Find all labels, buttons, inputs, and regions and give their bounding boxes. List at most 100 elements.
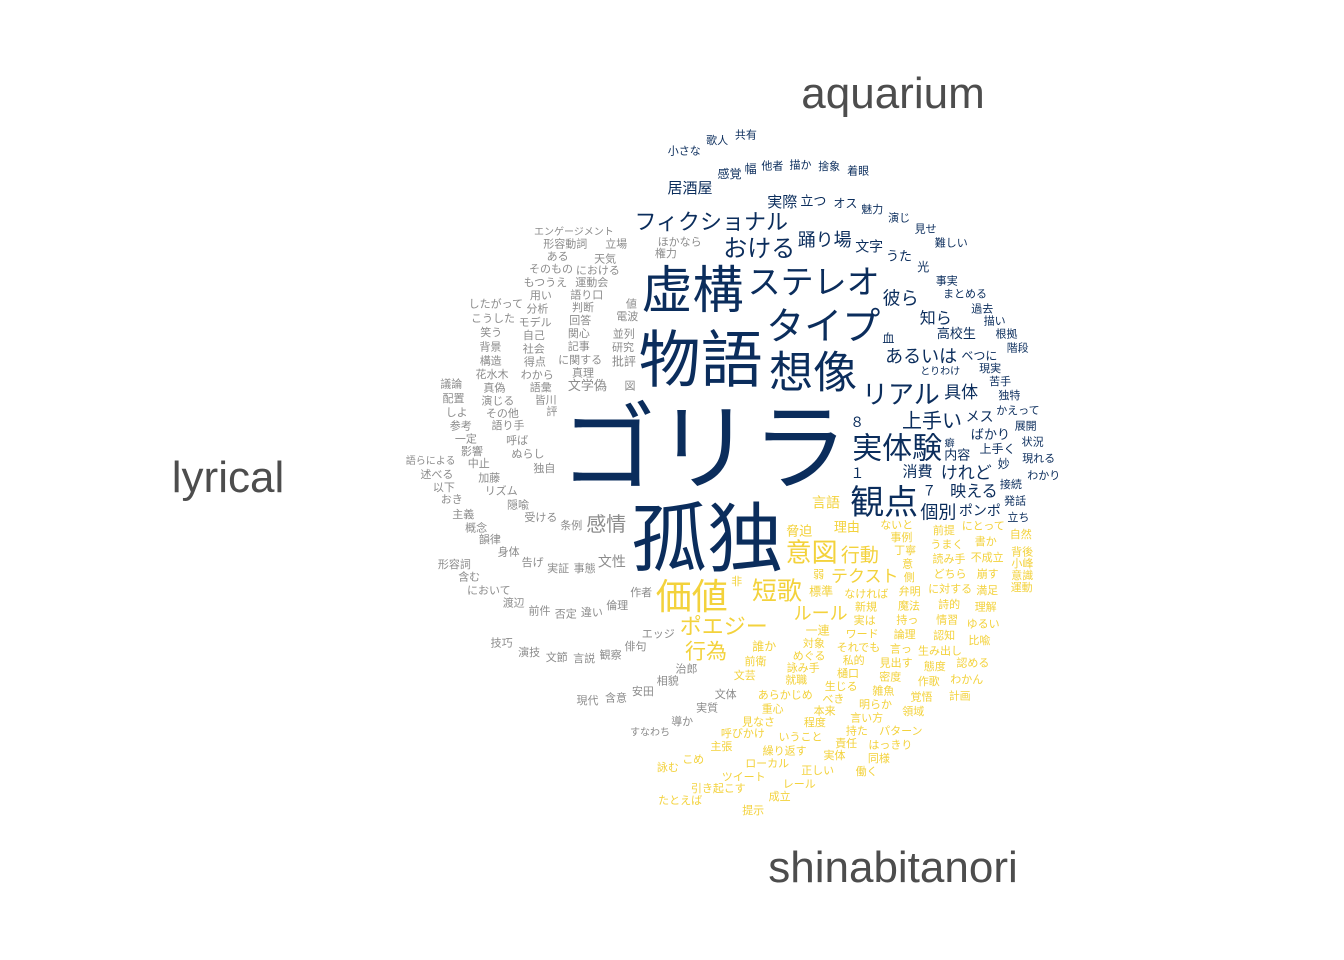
word-shinabitanori: 背後 xyxy=(1011,544,1033,558)
word-lyrical: 分析 xyxy=(526,301,548,315)
word-shinabitanori: ワード xyxy=(846,628,879,641)
word-lyrical: その他 xyxy=(486,407,519,420)
word-aquarium: 描か xyxy=(790,157,812,171)
word-lyrical: 一定 xyxy=(455,432,477,446)
word-shinabitanori: 意 xyxy=(902,556,913,570)
word-lyrical: 安田 xyxy=(632,684,654,698)
word-aquarium: 接続 xyxy=(1000,477,1022,491)
word-lyrical: 影響 xyxy=(461,444,483,458)
word-aquarium: 実体験 xyxy=(852,431,942,466)
word-aquarium: 他者 xyxy=(761,160,783,173)
word-lyrical: 天気 xyxy=(594,252,616,266)
word-shinabitanori: 呼びかけ xyxy=(721,727,765,740)
word-shinabitanori: 同様 xyxy=(868,751,890,765)
word-aquarium: かえって xyxy=(996,404,1039,417)
word-aquarium: 血 xyxy=(882,332,894,346)
word-lyrical: 倫理 xyxy=(606,598,628,612)
word-shinabitanori: 密度 xyxy=(879,670,901,684)
word-shinabitanori: ルール xyxy=(794,604,848,625)
word-aquarium: 高校生 xyxy=(937,326,976,342)
word-lyrical: 皆川 xyxy=(535,393,557,406)
word-shinabitanori: 持た xyxy=(846,723,868,737)
word-aquarium: 事実 xyxy=(936,274,958,288)
word-shinabitanori: 正しい xyxy=(801,764,834,777)
word-shinabitanori: 理解 xyxy=(975,600,997,614)
word-shinabitanori: テクスト xyxy=(831,567,899,587)
word-shinabitanori: 引き起こす xyxy=(691,781,746,795)
word-lyrical: 隠喩 xyxy=(507,497,529,511)
word-shinabitanori: 丁寧 xyxy=(894,543,916,557)
word-aquarium: 立つ xyxy=(800,194,826,209)
word-aquarium: １ xyxy=(850,466,864,482)
word-lyrical: おき xyxy=(441,493,463,506)
word-lyrical: 笑う xyxy=(480,325,502,339)
word-shinabitanori: それでも xyxy=(837,641,881,654)
word-lyrical: 中止 xyxy=(468,457,490,470)
word-layer: ゴリラ孤独物語虚構想像タイプ価値観点ステレオ実体験リアル意図短歌おけるフィクショ… xyxy=(406,127,1061,817)
word-shinabitanori: 理由 xyxy=(834,521,860,536)
word-aquarium: 根拠 xyxy=(996,327,1018,341)
word-lyrical: ぬらし xyxy=(512,447,545,460)
word-shinabitanori: 持っ xyxy=(896,613,918,627)
word-aquarium: おける xyxy=(723,235,795,263)
word-shinabitanori: 私的 xyxy=(843,653,865,667)
word-shinabitanori: 態度 xyxy=(924,659,946,673)
word-lyrical: 回答 xyxy=(569,313,591,327)
word-lyrical: 批評 xyxy=(612,353,636,368)
word-lyrical: 以下 xyxy=(433,481,455,494)
word-lyrical: 作者 xyxy=(630,586,652,599)
group-label-aquarium: aquarium xyxy=(801,69,984,118)
word-shinabitanori: 樋口 xyxy=(837,666,859,680)
word-aquarium: オス xyxy=(833,197,857,211)
word-aquarium: 苦手 xyxy=(989,374,1011,388)
word-aquarium: 上手く xyxy=(980,442,1016,456)
word-aquarium: ポンポ xyxy=(959,503,1001,519)
word-lyrical: 形容動詞 xyxy=(543,236,587,250)
word-lyrical: 導か xyxy=(671,714,693,728)
word-lyrical: 相貌 xyxy=(657,673,679,687)
word-aquarium: 状況 xyxy=(1022,434,1044,448)
word-lyrical: 主義 xyxy=(452,507,474,521)
word-aquarium: 観点 xyxy=(850,483,918,523)
word-lyrical: 呼ば xyxy=(506,434,528,447)
word-aquarium: とりわけ xyxy=(920,366,960,378)
word-aquarium: わかり xyxy=(1027,469,1060,482)
word-lyrical: 電波 xyxy=(616,310,638,323)
word-shinabitanori: 生み出し xyxy=(918,644,962,658)
word-aquarium: 妙 xyxy=(998,457,1010,471)
word-aquarium: 個別 xyxy=(920,502,956,523)
word-lyrical: 否定 xyxy=(555,607,577,621)
word-lyrical: リズム xyxy=(485,483,518,497)
word-lyrical: 用い xyxy=(530,289,552,302)
word-shinabitanori: 事例 xyxy=(890,530,912,544)
word-lyrical: 立場 xyxy=(605,237,627,251)
word-shinabitanori: 対象 xyxy=(803,636,825,650)
word-lyrical: 治郎 xyxy=(676,662,698,676)
word-shinabitanori: 小峰 xyxy=(1011,557,1033,570)
word-shinabitanori: 働く xyxy=(856,765,878,778)
word-aquarium: 独特 xyxy=(998,388,1020,402)
word-lyrical: エンゲージメント xyxy=(534,226,614,238)
word-lyrical: もつうえ xyxy=(524,276,568,289)
word-shinabitanori: 脅迫 xyxy=(786,525,812,540)
word-shinabitanori: 見なさ xyxy=(742,715,775,728)
word-aquarium: 発話 xyxy=(1004,493,1026,507)
word-lyrical: 語り口 xyxy=(570,288,603,302)
word-aquarium: リアル xyxy=(862,380,940,410)
word-lyrical: ほかなら xyxy=(658,235,702,248)
word-lyrical: こうした xyxy=(471,312,515,325)
word-lyrical: 関心 xyxy=(568,327,590,340)
word-shinabitanori: あらかじめ xyxy=(758,688,813,701)
word-aquarium: 上手い xyxy=(902,409,962,433)
word-lyrical: 含意 xyxy=(605,691,627,705)
word-lyrical: 判断 xyxy=(572,300,594,314)
word-lyrical: 演技 xyxy=(518,645,540,659)
word-shinabitanori: レール xyxy=(783,778,816,791)
word-lyrical: 並列 xyxy=(613,327,635,341)
word-lyrical: 記事 xyxy=(568,339,590,353)
word-aquarium: 捨象 xyxy=(818,159,840,173)
word-shinabitanori: 詩的 xyxy=(938,597,960,611)
word-shinabitanori: 言語 xyxy=(812,495,840,511)
word-shinabitanori: 責任 xyxy=(835,736,857,750)
word-lyrical: 背景 xyxy=(479,339,501,353)
